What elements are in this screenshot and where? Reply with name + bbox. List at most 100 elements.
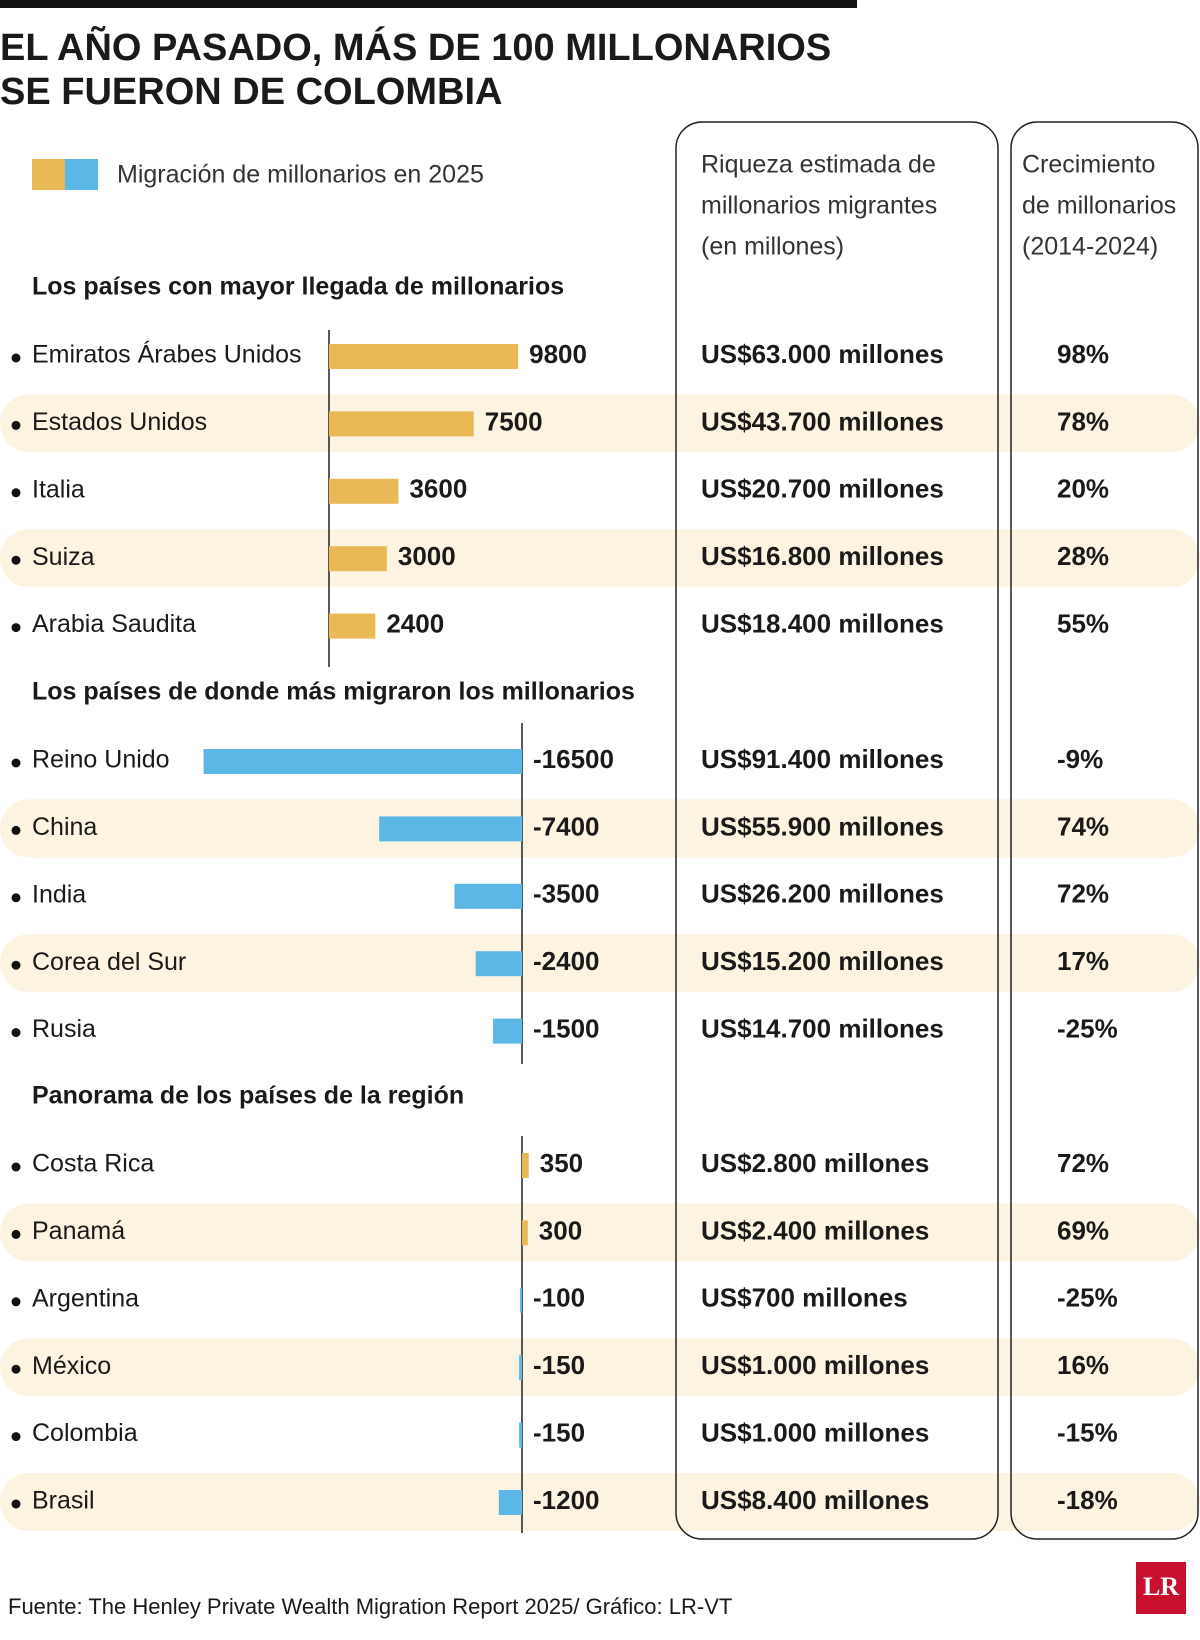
country: Corea del Sur: [32, 948, 186, 976]
bar: [519, 1422, 522, 1448]
value-label: 7500: [485, 406, 543, 436]
growth: 28%: [1057, 541, 1109, 571]
bar: [522, 1153, 529, 1178]
growth: -9%: [1057, 744, 1103, 774]
legend-swatch: [65, 159, 98, 190]
country: Estados Unidos: [32, 408, 207, 436]
bar: [329, 546, 387, 572]
growth: 20%: [1057, 474, 1109, 504]
country: China: [32, 813, 97, 841]
column-header: millonarios migrantes: [701, 192, 937, 220]
legend-label: Migración de millonarios en 2025: [117, 161, 484, 189]
wealth: US$2.800 millones: [701, 1148, 929, 1178]
wealth: US$43.700 millones: [701, 406, 944, 436]
bullet: [11, 1499, 21, 1509]
value-label: 350: [540, 1148, 583, 1178]
growth: 16%: [1057, 1350, 1109, 1380]
value-label: -150: [533, 1417, 585, 1447]
country: Italia: [32, 475, 85, 503]
bar: [329, 613, 376, 639]
value-label: -16500: [533, 744, 614, 774]
value-label: -3500: [533, 879, 600, 909]
bar: [475, 951, 522, 977]
row-stripe: [0, 1473, 1200, 1531]
wealth: US$55.900 millones: [701, 811, 944, 841]
column-box: [675, 121, 999, 1540]
wealth: US$26.200 millones: [701, 879, 944, 909]
wealth: US$18.400 millones: [701, 608, 944, 638]
growth: 78%: [1057, 406, 1109, 436]
country: Suiza: [32, 543, 95, 571]
row-stripe: [0, 529, 1200, 588]
bar: [520, 1287, 522, 1313]
growth: 72%: [1057, 1148, 1109, 1178]
growth: -15%: [1057, 1417, 1118, 1447]
logo-box: [1136, 1562, 1186, 1614]
value-label: 9800: [529, 339, 587, 369]
title-line: EL AÑO PASADO, MÁS DE 100 MILLONARIOS: [0, 25, 831, 69]
legend-swatch: [32, 159, 65, 190]
title-line: SE FUERON DE COLOMBIA: [0, 71, 502, 113]
bullet: [11, 1028, 21, 1038]
country: Argentina: [32, 1284, 139, 1312]
growth: 55%: [1057, 608, 1109, 638]
bar: [329, 478, 399, 504]
wealth: US$16.800 millones: [701, 541, 944, 571]
bullet: [11, 758, 21, 768]
value-label: -7400: [533, 811, 600, 841]
bullet: [11, 353, 21, 363]
bar: [329, 344, 519, 369]
column-header: de millonarios: [1022, 192, 1176, 220]
row-stripe: [0, 394, 1200, 453]
value-label: -100: [533, 1283, 585, 1313]
bullet: [11, 1432, 21, 1442]
bullet: [11, 825, 21, 835]
wealth: US$2.400 millones: [701, 1215, 929, 1245]
wealth: US$91.400 millones: [701, 744, 944, 774]
row-stripe: [0, 1203, 1200, 1262]
row-stripe: [0, 1338, 1200, 1397]
value-label: 2400: [386, 608, 444, 638]
bullet: [11, 1364, 21, 1374]
row-stripe: [0, 799, 1200, 858]
bullet: [11, 960, 21, 970]
column-box: [1010, 121, 1199, 1540]
country: Arabia Saudita: [32, 610, 196, 638]
value-label: -2400: [533, 946, 600, 976]
growth: -18%: [1057, 1485, 1118, 1515]
bar: [522, 1220, 528, 1246]
bar: [498, 1490, 522, 1515]
country: Colombia: [32, 1419, 138, 1447]
bullet: [11, 555, 21, 565]
country: Reino Unido: [32, 746, 170, 774]
value-label: 300: [539, 1215, 582, 1245]
bullet: [11, 1229, 21, 1239]
value-label: 3000: [398, 541, 456, 571]
section-title: Panorama de los países de la región: [32, 1082, 464, 1110]
logo: LR: [1143, 1572, 1179, 1601]
country: Brasil: [32, 1487, 95, 1515]
bullet: [11, 893, 21, 903]
bullet: [11, 488, 21, 498]
country: México: [32, 1352, 111, 1380]
wealth: US$14.700 millones: [701, 1013, 944, 1043]
bullet: [11, 1162, 21, 1172]
country: Panamá: [32, 1217, 125, 1245]
wealth: US$1.000 millones: [701, 1417, 929, 1447]
bar: [203, 749, 523, 774]
column-header: (en millones): [701, 233, 844, 261]
wealth: US$8.400 millones: [701, 1485, 929, 1515]
bar: [454, 883, 522, 909]
section-title: Los países con mayor llegada de millonar…: [32, 273, 564, 301]
growth: 17%: [1057, 946, 1109, 976]
country: India: [32, 880, 86, 908]
value-label: -1200: [533, 1485, 600, 1515]
column-header: Crecimiento: [1022, 151, 1155, 179]
growth: 72%: [1057, 879, 1109, 909]
growth: 74%: [1057, 811, 1109, 841]
value-label: 3600: [409, 474, 467, 504]
growth: 69%: [1057, 1215, 1109, 1245]
country: Costa Rica: [32, 1150, 154, 1178]
section-title: Los países de donde más migraron los mil…: [32, 678, 635, 706]
value-label: -150: [533, 1350, 585, 1380]
